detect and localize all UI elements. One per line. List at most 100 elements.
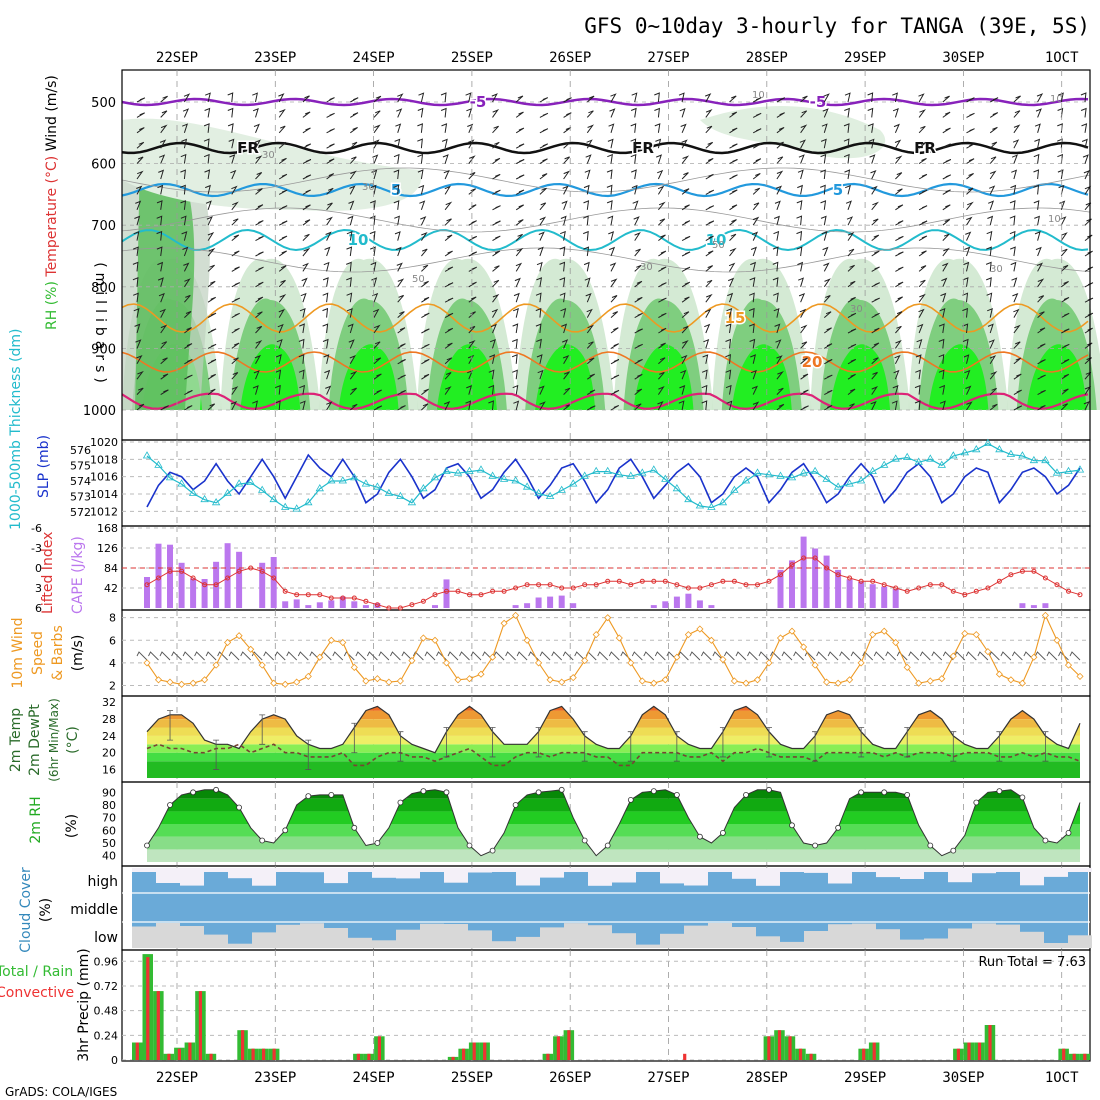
lifted-point [1019,568,1025,574]
rh-contour-label: 30 [640,262,653,273]
wind-barb [681,172,689,180]
wind-barb [421,312,430,319]
cape-bar [570,603,577,608]
wind-barb [610,359,620,365]
lifted-point [674,582,680,588]
wind-barb [157,184,164,195]
cape-bar [846,579,853,608]
surface-wind-barb [781,651,793,661]
cloud-high-clear [372,868,396,878]
wind-barb [444,297,454,303]
cloud-high-clear [468,868,492,873]
wind-barb [135,339,142,349]
wind-barb [820,138,827,149]
thickness-point [234,479,244,487]
cape-bar [858,581,865,608]
rh-band [147,789,1080,799]
precip-convective-bar [198,991,202,1060]
cloud-low-bar [1068,935,1092,948]
wind-barb [942,204,951,211]
isotherm-line [121,351,1089,373]
rh-contour-label: 30 [262,150,275,161]
surface-wind-barb [1034,651,1046,661]
cloud-low-bar [756,936,780,948]
wind-barb [966,158,975,165]
cape-bar [869,584,876,608]
thickness-point [949,451,958,459]
wind-barb [184,359,193,365]
wind-speed-point [408,657,416,665]
wind-barb [255,281,264,288]
wind-speed-point [212,661,220,669]
wind-barb [1034,123,1041,133]
wind-barb [255,296,264,303]
wind-barb [370,184,377,195]
cape-tick-label: 42 [104,582,118,595]
thickness-point [995,445,1004,453]
wind-barb [658,266,667,272]
wind-barb [987,323,994,334]
minmax-bar [858,727,865,758]
wind-barb [776,156,784,164]
wind-barb [989,170,997,180]
wind-barb [942,233,950,241]
wind-barb [942,189,951,195]
thickness-point [407,498,417,506]
wind-barb [277,323,284,334]
wind-barb [823,311,832,318]
minmax-bar [627,731,634,762]
wind-barb [1060,403,1069,411]
wind-barb [136,387,144,395]
lifted-point [156,575,161,581]
date-label-top: 24SEP [353,50,395,66]
surface-wind-barb [793,651,804,661]
wind-speed-point [581,657,589,665]
wind-barb [299,323,305,334]
rh-tick-label: 40 [102,850,116,863]
wind-barb [678,400,685,411]
date-label-top: 29SEP [844,50,886,66]
wind-barb [184,374,193,380]
wind-barb [349,387,357,395]
isotherm-label: FR [914,139,936,157]
cape-bar [696,600,703,608]
wind-barb [512,323,519,334]
wind-barb [846,216,854,226]
wind-speed-point [465,675,474,683]
wind-barb [918,141,927,149]
isotherm-label: -5 [470,93,487,111]
wind-barb [535,323,542,334]
wind-barb [302,143,312,149]
wind-barb [326,97,335,103]
wind-barb [489,354,496,364]
wind-barb [938,369,945,380]
lifted-point [386,605,392,611]
wind-barb [207,328,217,334]
wind-barb [1084,234,1093,241]
temp-tick-label: 20 [102,747,116,760]
wind-barb [752,202,760,211]
lifted-point [824,565,830,571]
cape-bar [892,589,899,608]
wind-barb [1037,278,1045,288]
wind-barb [918,308,925,318]
wind-barb [515,111,524,118]
lifted-point [881,582,887,588]
rh-point [697,833,703,840]
thickness-tick-label: 572 [70,506,91,519]
cloud-high-clear [612,868,636,883]
wind-barb [203,138,210,149]
cloud-high-clear [708,868,732,872]
rh-point [489,847,496,854]
thickness-point [361,479,371,487]
precip-convective-bar [146,957,150,1060]
rh-point [236,804,243,811]
wind-barb [559,246,566,257]
wind-barb [302,127,311,134]
rh-point [789,822,795,829]
wind-barb [348,339,355,349]
wind-barb [515,159,525,165]
wind-barb [942,219,951,226]
cloud-low-bar [444,924,468,948]
